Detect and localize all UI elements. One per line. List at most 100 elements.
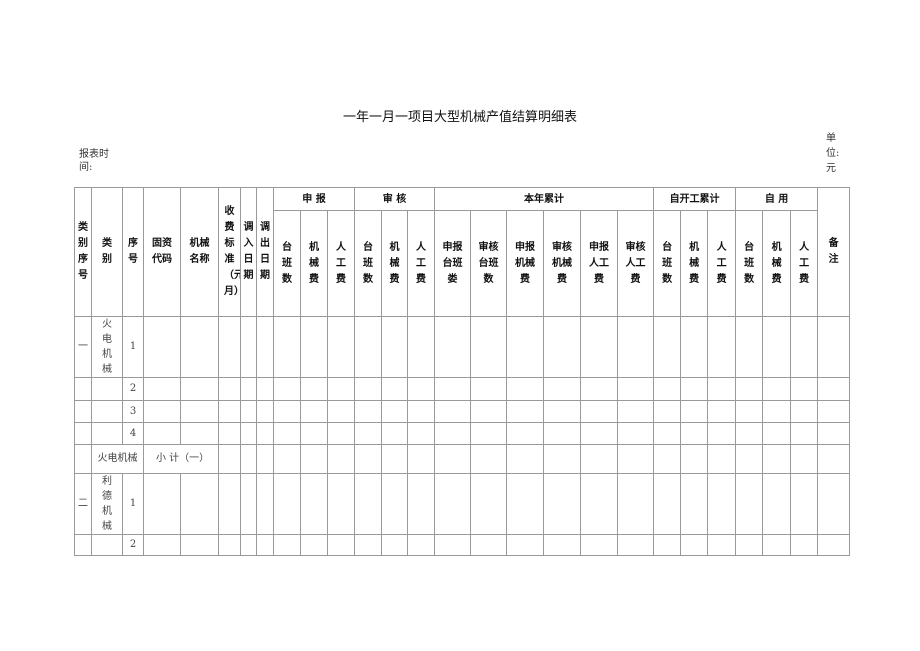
column-header-text: 收费标准（元/月）	[224, 206, 240, 297]
table-cell	[381, 377, 409, 401]
group-no-cell-text: 一	[78, 341, 88, 352]
column-header-remark-text: 备注	[828, 238, 839, 265]
table-cell	[470, 316, 508, 378]
table-cell	[735, 377, 764, 401]
table-cell	[240, 422, 257, 445]
table-cell	[470, 400, 508, 423]
table-cell	[300, 377, 328, 401]
sub-header: 台班数	[354, 210, 383, 317]
sub-header-text: 机械费	[771, 241, 782, 285]
table-cell	[300, 473, 328, 535]
table-cell	[381, 444, 409, 474]
sub-header-text: 申报机械费	[515, 241, 536, 285]
group-header-text: 审 核	[382, 193, 407, 205]
table-cell	[218, 444, 241, 474]
table-cell	[434, 400, 472, 423]
table-cell	[218, 422, 241, 445]
seq-cell: 4	[122, 422, 144, 445]
table-cell	[506, 400, 545, 423]
table-cell	[543, 316, 582, 378]
table-cell	[680, 444, 709, 474]
seq-cell: 1	[122, 316, 144, 378]
table-cell	[273, 377, 301, 401]
table-cell	[580, 444, 619, 474]
table-cell	[817, 473, 851, 535]
table-cell	[218, 534, 241, 556]
table-cell	[218, 316, 241, 378]
table-cell	[354, 400, 383, 423]
table-cell	[407, 316, 436, 378]
table-cell	[407, 534, 436, 556]
table-cell	[617, 377, 655, 401]
group-header: 自 用	[735, 187, 819, 211]
table-cell	[580, 534, 619, 556]
table-cell	[300, 400, 328, 423]
table-cell	[790, 444, 819, 474]
sub-header-text: 审核人工费	[625, 241, 646, 285]
sub-header-text: 机械费	[689, 241, 700, 285]
table-cell	[381, 422, 409, 445]
sub-header-text: 人工费	[336, 241, 346, 285]
table-cell	[218, 400, 241, 423]
table-cell	[790, 377, 819, 401]
table-cell	[617, 444, 655, 474]
table-cell	[381, 400, 409, 423]
table-cell	[240, 316, 257, 378]
table-cell	[256, 534, 274, 556]
table-cell	[707, 473, 737, 535]
table-row: 一 火电机械 1	[74, 316, 851, 378]
table-cell	[762, 534, 792, 556]
table-cell	[434, 316, 472, 378]
table-cell	[470, 534, 508, 556]
table-cell	[617, 534, 655, 556]
table-cell	[762, 422, 792, 445]
table-cell	[326, 377, 356, 401]
sub-header: 人工费	[326, 210, 356, 317]
header-row: 台班数 机械费 人工费 台班数 机械费 人工费 申报台班娄 审核台班数 申报机械费 审核机械费 申报…	[75, 210, 850, 317]
table-cell	[580, 377, 619, 401]
table-cell	[143, 377, 181, 401]
unit-label: 单位:元	[826, 133, 840, 174]
table-cell	[256, 400, 274, 423]
category-cell	[91, 422, 123, 445]
table-cell	[143, 316, 181, 378]
table-cell	[434, 534, 472, 556]
table-cell	[735, 316, 764, 378]
table-cell	[617, 400, 655, 423]
sub-header: 申报机械费	[506, 210, 545, 317]
seq-cell-text: 1	[129, 498, 137, 509]
table-cell	[407, 377, 436, 401]
table-cell	[506, 422, 545, 445]
group-no-cell	[74, 422, 92, 445]
table-cell	[407, 473, 436, 535]
category-cell: 利德机械	[91, 473, 123, 535]
table-cell	[707, 422, 737, 445]
table-cell	[506, 377, 545, 401]
table-cell	[180, 316, 219, 378]
column-header: 固资代码	[143, 187, 181, 317]
table-cell	[240, 473, 257, 535]
table-cell	[354, 444, 383, 474]
group-no-cell-text: 二	[78, 498, 88, 509]
table-cell	[707, 316, 737, 378]
table-cell	[240, 444, 257, 474]
column-header: 收费标准（元/月）	[218, 187, 241, 317]
table-cell	[326, 316, 356, 378]
table-cell	[354, 316, 383, 378]
table-cell	[707, 400, 737, 423]
sub-header: 台班数	[653, 210, 682, 317]
category-cell-text: 火电机械	[102, 319, 112, 375]
table-cell	[817, 400, 851, 423]
table-cell	[817, 422, 851, 445]
group-header: 自开工累计	[653, 187, 737, 211]
column-header: 调入日期	[240, 187, 257, 317]
table-cell	[470, 473, 508, 535]
table-cell	[790, 400, 819, 423]
table-cell	[680, 473, 709, 535]
sub-header-text: 机械费	[309, 241, 319, 285]
table-cell	[680, 377, 709, 401]
table-row: 4	[74, 422, 851, 445]
table-cell	[735, 473, 764, 535]
sub-header-text: 人工费	[416, 241, 427, 285]
